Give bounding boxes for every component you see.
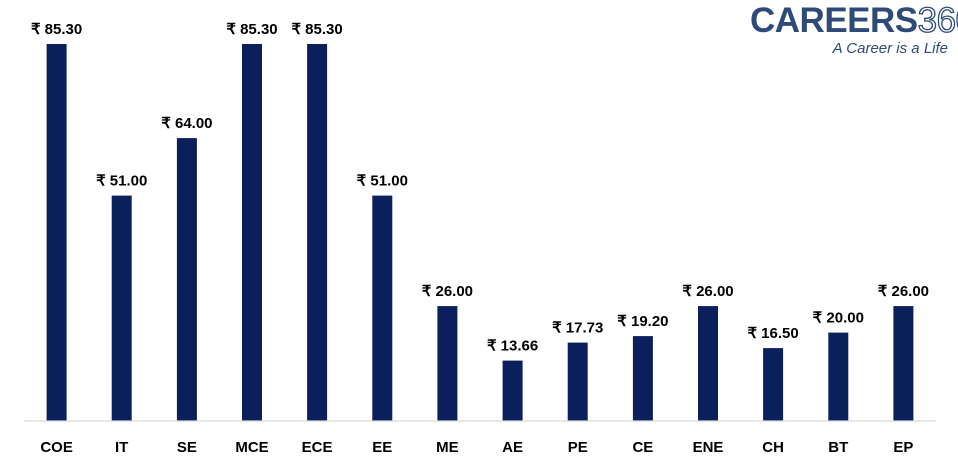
bar-ene — [698, 306, 718, 421]
x-tick-label-ene: ENE — [693, 439, 724, 456]
x-tick-label-ae: AE — [502, 439, 523, 456]
bar-mce — [242, 44, 262, 421]
careers360-logo: CAREERS360 A Career is a Life — [750, 1, 958, 57]
x-tick-label-se: SE — [177, 439, 197, 456]
bar-me — [437, 306, 458, 421]
x-tick-labels-layer: COE IT SE MCE ECE EE ME AE PE CE ENE CH BT EP — [40, 439, 913, 456]
x-tick-label-bt: BT — [828, 439, 848, 456]
data-label-bt: ₹ 20.00 — [813, 310, 864, 327]
data-label-ae: ₹ 13.66 — [487, 338, 538, 355]
data-label-me: ₹ 26.00 — [422, 283, 473, 300]
bar-ee — [372, 195, 393, 421]
x-tick-label-ece: ECE — [302, 439, 333, 456]
data-label-ece: ₹ 85.30 — [291, 21, 342, 38]
bars-layer — [46, 44, 914, 421]
data-label-se: ₹ 64.00 — [161, 115, 212, 132]
data-label-ch: ₹ 16.50 — [747, 325, 798, 342]
x-tick-label-it: IT — [115, 439, 128, 456]
logo-word: CAREERS — [750, 1, 918, 40]
x-tick-label-ch: CH — [762, 439, 784, 456]
x-tick-label-me: ME — [436, 439, 459, 456]
x-tick-label-coe: COE — [40, 439, 73, 456]
data-label-ee: ₹ 51.00 — [357, 173, 408, 190]
data-label-it: ₹ 51.00 — [96, 173, 147, 190]
x-tick-label-ee: EE — [372, 439, 392, 456]
bar-ece — [307, 44, 328, 421]
bar-ep — [893, 306, 914, 421]
x-tick-label-ep: EP — [893, 439, 913, 456]
bar-pe — [567, 342, 588, 421]
x-tick-label-mce: MCE — [235, 439, 268, 456]
data-labels-layer: ₹ 85.30 ₹ 51.00 ₹ 64.00 ₹ 85.30 ₹ 85.30 ₹ 51.… — [31, 21, 929, 355]
data-label-ene: ₹ 26.00 — [682, 283, 733, 300]
logo-tagline: A Career is a Life — [832, 40, 948, 57]
bar-it — [111, 195, 132, 421]
logo-wordmark: CAREERS360 — [750, 1, 958, 40]
x-tick-label-ce: CE — [632, 439, 653, 456]
logo-number: 360 — [917, 1, 958, 40]
bar-ch — [763, 348, 784, 421]
data-label-coe: ₹ 85.30 — [31, 21, 82, 38]
bar-bt — [828, 332, 849, 421]
x-tick-label-pe: PE — [568, 439, 588, 456]
data-label-ce: ₹ 19.20 — [617, 313, 668, 330]
bar-ae — [502, 360, 523, 421]
data-label-pe: ₹ 17.73 — [552, 320, 603, 337]
data-label-mce: ₹ 85.30 — [226, 21, 277, 38]
data-label-ep: ₹ 26.00 — [878, 283, 929, 300]
bar-se — [176, 138, 197, 421]
bar-coe — [46, 44, 67, 421]
bar-ce — [632, 336, 653, 421]
